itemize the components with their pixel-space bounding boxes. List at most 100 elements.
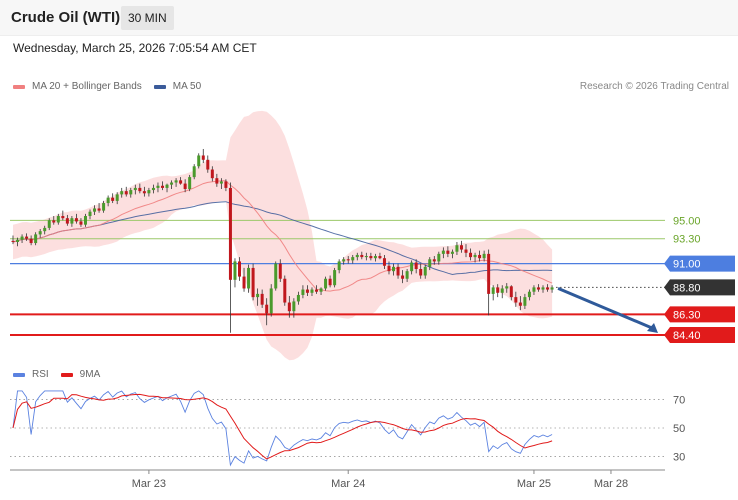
x-tick-label: Mar 28 <box>594 478 628 490</box>
x-tick-label: Mar 23 <box>132 478 166 490</box>
candle <box>215 173 219 187</box>
candle <box>138 183 142 194</box>
candle <box>351 254 355 264</box>
candle <box>369 252 373 261</box>
candle <box>247 264 251 293</box>
ma50-line <box>12 201 553 276</box>
chart-header: Crude Oil (WTI) 30 MIN <box>0 0 738 36</box>
candle <box>170 180 174 189</box>
candle <box>278 259 282 282</box>
candle <box>93 205 97 215</box>
candle <box>410 260 414 275</box>
candle <box>120 187 124 198</box>
candle <box>20 234 24 244</box>
candle <box>201 148 205 164</box>
bollinger-band-area <box>13 110 553 361</box>
candle <box>188 174 192 192</box>
rsi-tick-label: 30 <box>673 452 685 464</box>
candle <box>455 241 459 255</box>
rsi-panel: 70 50 30 <box>10 390 685 467</box>
interval-button[interactable]: 30 MIN <box>121 6 174 30</box>
copyright-notice: Research © 2026 Trading Central <box>579 81 729 92</box>
level-label-r1: 93.30 <box>673 234 701 246</box>
candle <box>79 218 83 227</box>
candle <box>428 257 432 271</box>
instrument-title: Crude Oil (WTI) <box>11 9 121 26</box>
candle <box>206 155 210 173</box>
candle <box>387 261 391 275</box>
candle <box>29 235 33 246</box>
x-tick-label: Mar 24 <box>331 478 365 490</box>
candlesticks <box>11 148 554 333</box>
candle <box>333 267 337 288</box>
price-tag-text-pivot: 91.00 <box>673 259 701 271</box>
candle <box>179 177 183 185</box>
candle <box>70 216 74 227</box>
candle <box>97 203 101 213</box>
candle <box>478 250 482 262</box>
candle <box>541 285 545 293</box>
candle <box>419 263 423 279</box>
candle <box>414 259 418 274</box>
price-tag-text-s1: 86.30 <box>673 309 701 321</box>
candle <box>491 285 495 301</box>
candle <box>527 289 531 301</box>
legend-ma9-label: 9MA <box>79 369 101 380</box>
candle <box>296 291 300 305</box>
candle <box>324 276 328 291</box>
candle <box>283 275 287 306</box>
candle <box>265 298 269 326</box>
candle <box>505 283 509 293</box>
legend-ma50-label: MA 50 <box>172 81 202 92</box>
candle <box>437 251 441 265</box>
level-label-r2: 95.00 <box>673 215 701 227</box>
legend-ma20-label: MA 20 + Bollinger Bands <box>32 81 142 92</box>
candle <box>183 179 187 193</box>
candle <box>287 296 291 318</box>
candle <box>459 240 463 253</box>
rsi-swatch-icon <box>13 372 25 377</box>
candle <box>274 261 278 291</box>
candle <box>156 182 160 193</box>
candle <box>355 252 359 261</box>
ma20-line <box>12 180 553 292</box>
price-tag-last: 88.80 <box>664 279 735 296</box>
candle <box>52 216 56 225</box>
candle <box>147 187 151 197</box>
price-levels <box>10 219 665 336</box>
candle <box>301 285 305 299</box>
rsi-tick-label: 50 <box>673 423 685 435</box>
candle <box>319 287 323 295</box>
candle <box>102 200 106 213</box>
candle <box>269 284 273 317</box>
candle <box>432 256 436 265</box>
price-tag-pivot: 91.00 <box>664 255 735 272</box>
candle <box>328 275 332 288</box>
candle <box>292 298 296 318</box>
legend-rsi-label: RSI <box>32 369 49 380</box>
candle <box>473 252 477 263</box>
rsi-legend: RSI 9MA <box>13 369 100 380</box>
candle <box>197 153 201 169</box>
candle <box>487 249 491 316</box>
candle <box>242 267 246 292</box>
candle <box>396 263 400 279</box>
candle <box>129 187 133 198</box>
price-tag-text-last: 88.80 <box>673 282 701 294</box>
bollinger-bands <box>13 110 553 361</box>
candle <box>364 252 368 261</box>
ma20-swatch-icon <box>13 84 25 89</box>
candle <box>423 264 427 279</box>
candle <box>74 213 78 224</box>
candle <box>106 195 110 207</box>
candle <box>34 232 38 246</box>
candle <box>115 192 119 205</box>
rsi-tick-label: 70 <box>673 394 685 406</box>
candle <box>532 285 536 295</box>
candle <box>360 251 364 260</box>
candle <box>337 259 341 274</box>
candle <box>500 285 504 299</box>
candle <box>523 293 527 310</box>
candle <box>11 235 15 245</box>
